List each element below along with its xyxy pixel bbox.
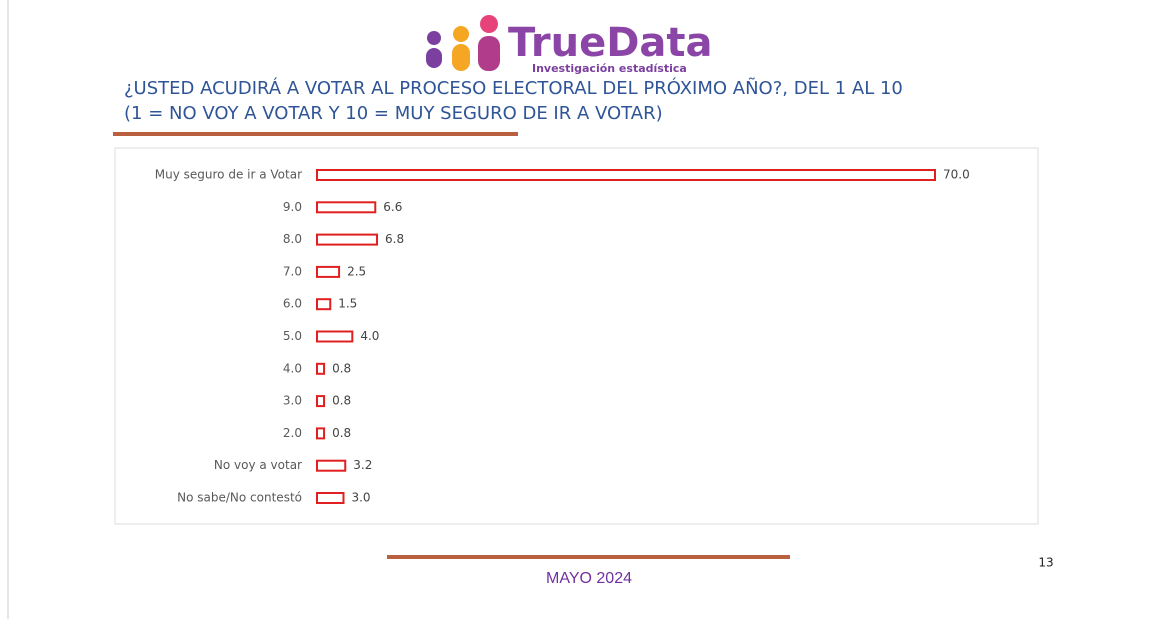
category-label: No voy a votar: [214, 458, 302, 472]
value-label: 0.8: [332, 426, 351, 440]
footer: MAYO 2024: [546, 570, 632, 587]
bar: [316, 169, 936, 181]
category-label: 8.0: [283, 232, 302, 246]
logo-icon: [426, 15, 500, 71]
bars: Muy seguro de ir a Votar 70.0 9.0 6.6 8.0 6.8…: [155, 168, 970, 505]
bar: [316, 427, 326, 440]
value-label: 1.5: [338, 297, 357, 311]
logo-name: TrueData: [508, 20, 713, 66]
chart-frame: [114, 147, 1039, 525]
value-label: 6.8: [385, 232, 404, 246]
bar: [316, 330, 354, 343]
bar: [316, 492, 345, 504]
category-label: 7.0: [283, 264, 302, 278]
value-label: 70.0: [943, 168, 970, 182]
bar: [316, 362, 326, 375]
category-label: 4.0: [283, 361, 302, 375]
category-label: No sabe/No contestó: [177, 491, 302, 505]
page-number: 13: [1038, 556, 1053, 570]
value-label: 6.6: [383, 200, 402, 214]
bar: [316, 265, 341, 278]
value-label: 2.5: [347, 264, 366, 278]
value-label: 4.0: [360, 329, 379, 343]
bar: [316, 395, 326, 408]
category-label: 3.0: [283, 394, 302, 408]
bar: [316, 201, 377, 214]
chart-subtitle: (1 = NO VOY A VOTAR Y 10 = MUY SEGURO DE…: [124, 103, 663, 124]
value-label: 3.0: [351, 491, 370, 505]
bar: [316, 459, 347, 472]
value-label: 0.8: [332, 361, 351, 375]
value-label: 3.2: [353, 458, 372, 472]
category-label: 2.0: [283, 426, 302, 440]
category-label: 5.0: [283, 329, 302, 343]
bar: [316, 298, 332, 311]
chart-title: ¿USTED ACUDIRÁ A VOTAR AL PROCESO ELECTO…: [124, 77, 903, 99]
bar: [316, 233, 379, 246]
value-label: 0.8: [332, 394, 351, 408]
category-label: Muy seguro de ir a Votar: [155, 168, 302, 182]
logo-tagline: Investigación estadística: [532, 62, 687, 75]
category-label: 6.0: [283, 297, 302, 311]
category-label: 9.0: [283, 200, 302, 214]
